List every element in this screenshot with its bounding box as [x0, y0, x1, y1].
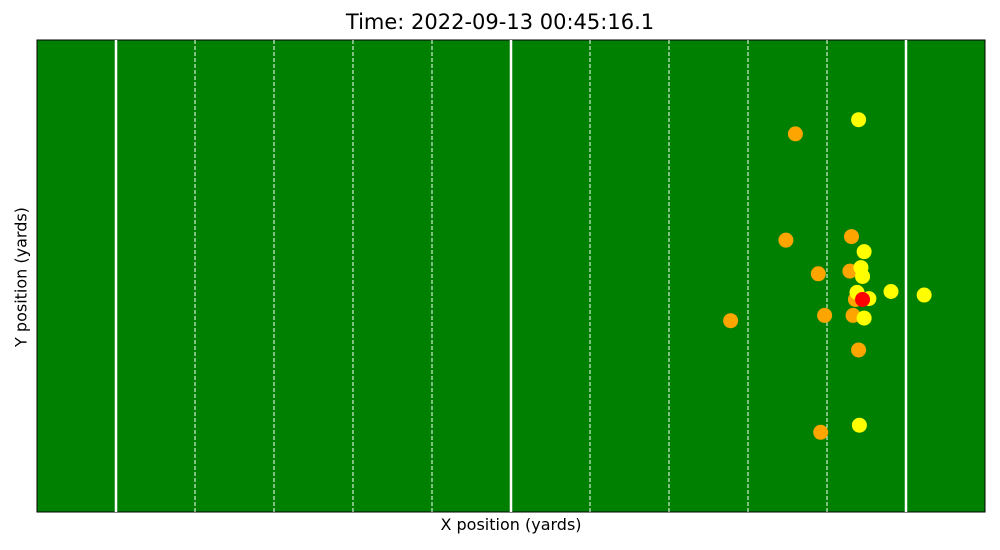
- player-point: [778, 232, 794, 248]
- player-point: [817, 307, 833, 323]
- player-point: [723, 313, 739, 329]
- player-point: [883, 283, 899, 299]
- player-point: [813, 424, 829, 440]
- player-point: [916, 287, 932, 303]
- player-point: [855, 291, 871, 307]
- player-points: [723, 112, 932, 440]
- player-point: [855, 268, 871, 284]
- player-point: [856, 244, 872, 260]
- player-point: [810, 266, 826, 282]
- y-axis-label: Y position (yards): [11, 207, 31, 347]
- player-point: [851, 417, 867, 433]
- player-point: [851, 112, 867, 128]
- yard-lines: [114, 40, 908, 512]
- x-axis-label: X position (yards): [440, 515, 582, 534]
- player-point: [787, 126, 803, 142]
- player-point: [851, 342, 867, 358]
- player-point: [856, 310, 872, 326]
- chart-title: Time: 2022-09-13 00:45:16.1: [345, 10, 655, 34]
- player-point: [843, 229, 859, 245]
